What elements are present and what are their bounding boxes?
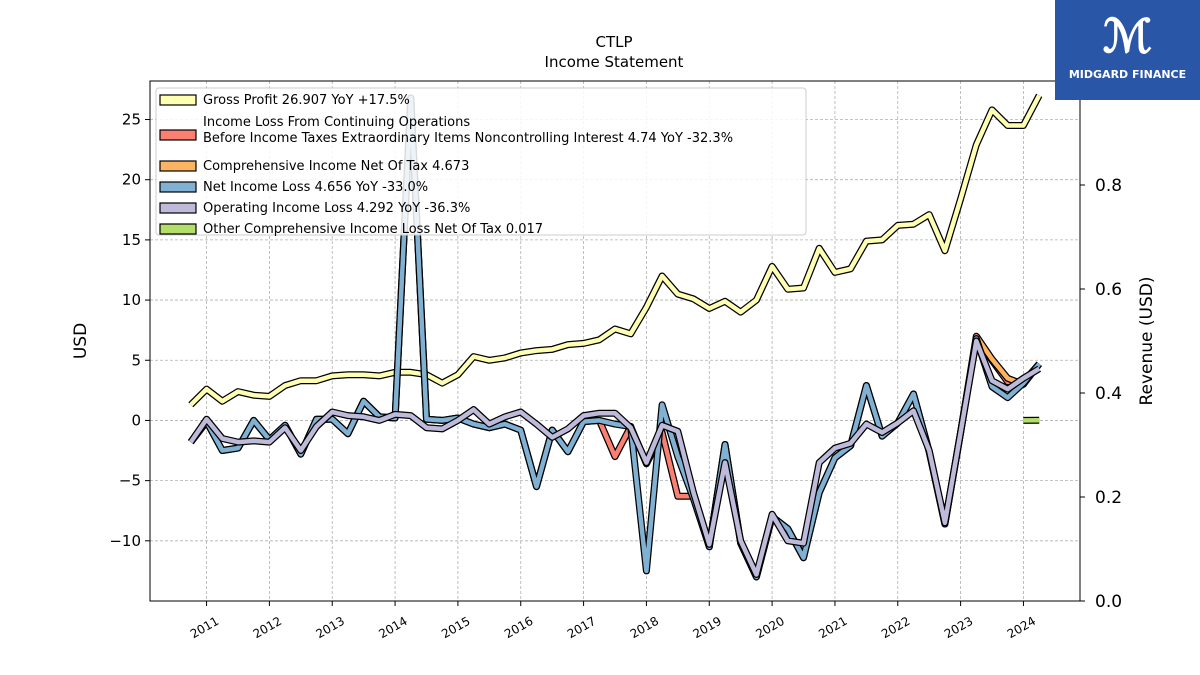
x-tick-label: 2022 [879, 614, 912, 641]
y2-tick-label: 0.2 [1095, 488, 1122, 508]
legend-swatch [159, 202, 197, 214]
legend-swatch [159, 223, 197, 235]
plot-frame [149, 80, 1081, 602]
chart-subtitle: Income Statement [545, 53, 684, 71]
y2-tick-label: 0.8 [1095, 176, 1122, 196]
y2-tick-label: 0.0 [1095, 592, 1122, 612]
x-tick-label: 2019 [691, 614, 724, 641]
x-tick-label: 2012 [251, 614, 284, 641]
legend: Gross Profit 26.907 YoY +17.5% Income Los… [155, 87, 807, 237]
y-tick-label: −10 [109, 532, 141, 550]
x-tick-label: 2024 [1005, 614, 1038, 641]
y-tick-label: 25 [122, 111, 141, 129]
y-axis-label: USD [71, 323, 91, 359]
legend-swatch [159, 181, 197, 193]
x-tick-label: 2016 [502, 614, 535, 641]
x-tick-label: 2011 [188, 614, 221, 641]
x-tick-label: 2015 [439, 614, 472, 641]
legend-label: Gross Profit 26.907 YoY +17.5% [203, 93, 410, 108]
x-tick-label: 2014 [376, 614, 409, 641]
legend-label: Before Income Taxes Extraordinary Items … [203, 131, 733, 146]
legend-label: Operating Income Loss 4.292 YoY -36.3% [203, 201, 470, 216]
y-tick-label: 10 [122, 291, 141, 309]
series-line [189, 94, 1042, 407]
legend-label: Net Income Loss 4.656 YoY -33.0% [203, 180, 428, 195]
y-tick-label: 0 [131, 411, 141, 429]
legend-label: Income Loss From Continuing Operations [203, 115, 470, 130]
legend-label: Comprehensive Income Net Of Tax 4.673 [203, 159, 469, 174]
y2-tick-label: 0.4 [1095, 384, 1122, 404]
y2-axis-label: Revenue (USD) [1137, 276, 1157, 405]
series-line [188, 338, 1041, 577]
x-tick-label: 2023 [942, 614, 975, 641]
y-tick-label: −5 [119, 472, 141, 490]
y-tick-label: 20 [122, 171, 141, 189]
series-layer [187, 93, 1043, 581]
x-tick-label: 2018 [628, 614, 661, 641]
brand-logo: ℳ MIDGARD FINANCE [1055, 0, 1200, 100]
x-tick-label: 2013 [314, 614, 347, 641]
logo-mark-icon: ℳ [1102, 9, 1153, 63]
x-tick-label: 2021 [816, 614, 849, 641]
y-tick-label: 5 [131, 351, 141, 369]
legend-swatch [159, 94, 197, 106]
x-tick-label: 2020 [753, 614, 786, 641]
legend-label: Other Comprehensive Income Loss Net Of T… [203, 222, 543, 237]
logo-text: MIDGARD FINANCE [1068, 68, 1187, 81]
y2-tick-label: 0.6 [1095, 280, 1122, 300]
y-tick-label: 15 [122, 231, 141, 249]
chart-title: CTLP [595, 33, 632, 51]
legend-swatch [159, 129, 197, 141]
legend-swatch [159, 160, 197, 172]
legend-box [155, 87, 807, 236]
x-tick-label: 2017 [565, 614, 598, 641]
